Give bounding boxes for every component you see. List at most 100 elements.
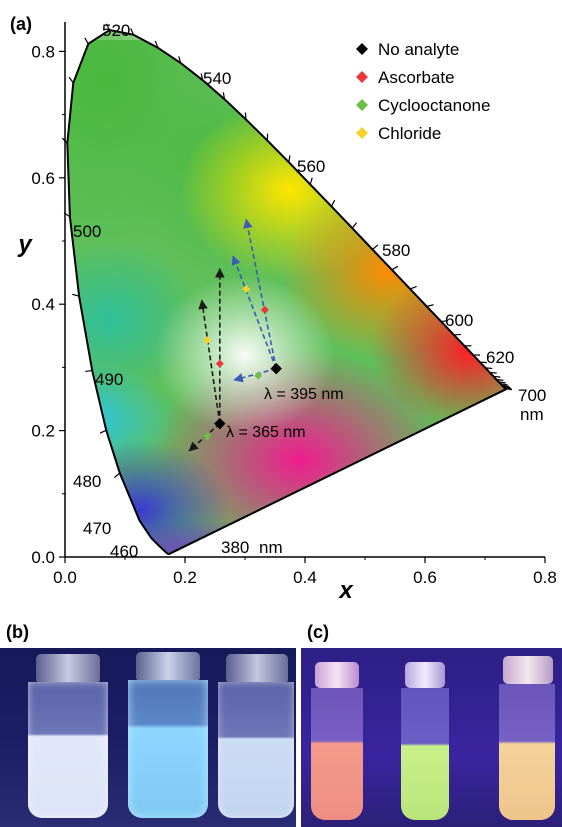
x-tick-label: 0.0: [53, 568, 77, 587]
locus-tick: [498, 381, 506, 384]
legend-marker-chloride: [356, 127, 368, 139]
shift-arrow-chloride: [231, 255, 277, 369]
wavelength-label-470: 470: [83, 519, 111, 538]
vial-cap-c2: [405, 662, 445, 688]
point-ascorbate: [260, 305, 269, 314]
locus-tick: [68, 76, 74, 84]
x-tick-label: 0.8: [533, 568, 557, 587]
plot-axes: 0.0 0.2 0.4 0.6 0.8 0.0 0.2 0.4 0.6 0.8 x y: [17, 22, 557, 604]
spectral-locus-ticks: [61, 23, 513, 479]
point-cyclooctanone: [254, 371, 263, 380]
locus-tick: [200, 73, 204, 81]
vial-cap-b1: [36, 654, 100, 684]
vial-c2: [401, 688, 449, 820]
x-axis-label: x: [337, 577, 354, 604]
legend-marker-cyclooctanone: [356, 99, 368, 111]
locus-tick: [391, 265, 399, 271]
locus-tick: [222, 92, 226, 100]
wavelength-label-380: 380: [221, 538, 249, 557]
locus-tick: [485, 367, 493, 370]
wavelength-label-500: 500: [73, 222, 101, 241]
panel-label-c: (c): [307, 622, 329, 642]
locus-tick: [330, 199, 336, 207]
wavelength-label-540: 540: [203, 69, 231, 88]
wavelength-label-700: 700: [518, 386, 546, 405]
wavelength-label-560: 560: [297, 157, 325, 176]
locus-tick: [288, 155, 291, 163]
legend: No analyte Ascorbate Cyclooctanone Chloride: [356, 40, 490, 143]
wavelength-unit-nm-380: nm: [259, 538, 283, 557]
locus-tick: [178, 56, 182, 64]
shift-arrow-cyclooctanone: [233, 367, 277, 383]
locus-tick: [105, 23, 111, 31]
wavelength-label-600: 600: [445, 311, 473, 330]
point-no-analyte: [214, 417, 226, 430]
vial-c1: [311, 688, 363, 820]
locus-tick: [409, 285, 417, 290]
point-cyclooctanone: [203, 432, 212, 441]
vial-cap-c1: [315, 662, 359, 688]
legend-label-cyclooctanone: Cyclooctanone: [378, 96, 490, 115]
chromaticity-color-fill: [67, 30, 506, 554]
point-chloride: [203, 336, 212, 345]
locus-tick: [441, 319, 449, 323]
shift-arrow-ascorbate: [243, 218, 277, 369]
y-tick-label: 0.4: [31, 295, 55, 314]
wavelength-unit-nm-700: nm: [520, 405, 544, 424]
y-tick-label: 0.6: [31, 169, 55, 188]
wavelength-label-520: 520: [102, 21, 130, 40]
legend-marker-ascorbate: [356, 71, 368, 83]
panel-label-b: (b): [6, 622, 29, 642]
point-no-analyte: [270, 362, 282, 375]
vial-cap-c3: [503, 656, 553, 684]
locus-tick: [493, 375, 501, 378]
photo-panel-c: [301, 648, 562, 827]
wavelength-label-580: 580: [382, 241, 410, 260]
locus-tick: [114, 472, 121, 479]
vial-cap-b2: [136, 652, 200, 682]
vial-b2: [128, 680, 208, 818]
x-tick-label: 0.4: [293, 568, 317, 587]
locus-tick: [84, 37, 89, 45]
wavelength-label-490: 490: [95, 370, 123, 389]
locus-tick: [154, 40, 159, 48]
locus-tick: [501, 384, 509, 387]
locus-tick: [351, 222, 358, 229]
vial-b1: [28, 682, 108, 818]
locus-tick: [496, 378, 504, 381]
locus-tick: [504, 387, 513, 391]
legend-label-chloride: Chloride: [378, 124, 441, 143]
locus-tick: [309, 177, 313, 185]
wavelength-label-620: 620: [486, 348, 514, 367]
wavelength-label-480: 480: [73, 472, 101, 491]
point-ascorbate: [215, 359, 224, 368]
legend-marker-no-analyte: [356, 43, 368, 55]
x-tick-label: 0.6: [413, 568, 437, 587]
locus-tick: [500, 383, 508, 386]
annotation-365nm: λ = 365 nm: [226, 424, 306, 441]
locus-tick: [130, 28, 135, 36]
locus-tick: [85, 369, 93, 373]
wavelength-label-460: 460: [110, 542, 138, 561]
legend-label-no-analyte: No analyte: [378, 40, 459, 59]
wavelength-labels: 520 540 560 580 600 620 700 nm 500 490 4…: [73, 21, 546, 561]
locus-tick: [426, 304, 434, 307]
locus-tick: [72, 293, 80, 297]
point-chloride: [242, 285, 251, 294]
legend-label-ascorbate: Ascorbate: [378, 68, 455, 87]
locus-tick: [489, 371, 497, 374]
photo-panel-b: [0, 648, 296, 827]
annotation-395nm: λ = 395 nm: [264, 386, 344, 403]
locus-tick: [99, 429, 107, 434]
y-tick-label: 0.8: [31, 42, 55, 61]
locus-tick: [372, 244, 379, 250]
x-tick-label: 0.2: [173, 568, 197, 587]
shift-arrow-chloride: [198, 299, 221, 424]
vial-cap-b3: [226, 654, 288, 684]
vial-c3: [499, 684, 555, 820]
panel-label-a: (a): [10, 14, 32, 34]
y-axis-label: y: [17, 231, 33, 258]
y-tick-label: 0.0: [31, 548, 55, 567]
data-layer: [188, 218, 282, 452]
